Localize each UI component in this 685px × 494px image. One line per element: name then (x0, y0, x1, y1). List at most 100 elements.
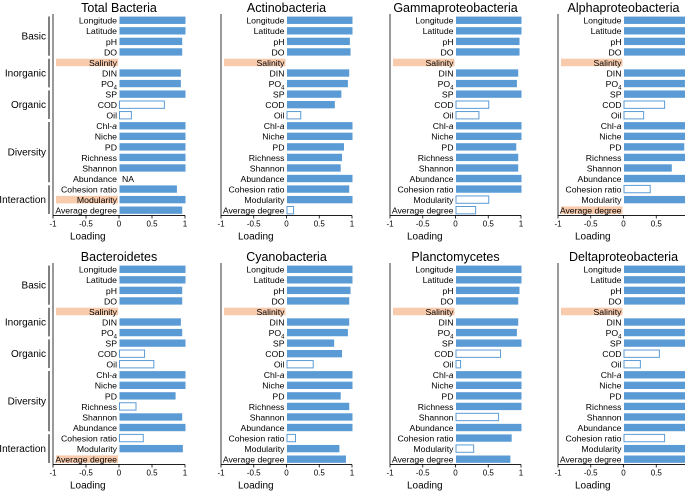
highlight-band (393, 58, 455, 67)
row-label: Modularity (77, 444, 118, 454)
row-label: DIN (270, 317, 285, 327)
x-tick-label: 0 (284, 219, 289, 228)
bar (286, 111, 302, 120)
panel-3: LongitudeLatitudepHDOSalinityDINPO4SPCOD… (386, 1, 523, 242)
row-label: Chl-a (96, 370, 117, 380)
row-label: Latitude (591, 275, 622, 285)
bar (455, 360, 462, 369)
bar (119, 392, 176, 400)
row-label: Cohesion ratio (61, 184, 117, 194)
bar (119, 297, 183, 305)
row-label: DIN (439, 68, 454, 78)
row-label: Cohesion ratio (228, 184, 284, 194)
panel-title: Cyanobacteria (246, 250, 327, 264)
row-label: DO (104, 296, 117, 306)
row-label: Modularity (244, 444, 285, 454)
row-label: PD (105, 391, 117, 401)
bar (624, 265, 685, 273)
row-label: Longitude (79, 265, 117, 275)
bar (286, 433, 297, 443)
bar (624, 392, 685, 400)
bar (455, 444, 475, 453)
panel-title: Deltaproteobacteria (569, 250, 678, 264)
row-label: Shannon (250, 163, 285, 173)
row-label: PD (272, 391, 284, 401)
row-label: Niche (262, 381, 284, 391)
row-label: Abundance (241, 423, 285, 433)
bar (624, 122, 685, 130)
row-label: Cohesion ratio (61, 433, 117, 443)
row-label: Shannon (419, 163, 454, 173)
row-label: Shannon (82, 163, 117, 173)
bar (624, 174, 685, 183)
bar (119, 318, 181, 326)
group-label: Interaction (0, 195, 46, 206)
bar (287, 423, 353, 432)
row-label: DO (440, 47, 453, 57)
row-label: PO4 (269, 328, 286, 341)
bar (624, 423, 685, 432)
row-label: Chl-a (433, 121, 454, 131)
row-label: Latitude (254, 275, 285, 285)
row-label: pH (442, 286, 453, 296)
bar (287, 69, 350, 77)
row-label: Richness (81, 402, 117, 412)
row-label: Chl-a (96, 121, 117, 131)
row-label: Cohesion ratio (397, 184, 453, 194)
x-tick-label: 1 (183, 219, 188, 228)
row-label: SP (105, 90, 117, 100)
row-label: Niche (95, 381, 117, 391)
row-label: Richness (249, 153, 285, 163)
x-tick-label: 1 (519, 219, 524, 228)
x-tick-label: -1 (217, 219, 225, 228)
row-label: SP (442, 90, 454, 100)
bar (624, 143, 685, 151)
row-label: Average degree (55, 206, 117, 216)
group-label: Basic (22, 281, 46, 292)
bar (287, 455, 346, 463)
x-tick-label: -1 (386, 219, 394, 228)
row-label: Oil (443, 111, 454, 121)
highlight-band (56, 58, 118, 67)
bar (623, 433, 666, 443)
row-label: SP (442, 339, 454, 349)
bar (456, 339, 522, 347)
row-label: Modularity (581, 195, 622, 205)
row-label: Longitude (246, 16, 284, 26)
bar (624, 16, 685, 24)
row-label: Oil (274, 360, 285, 370)
highlight-band (56, 307, 118, 316)
row-label: COD (434, 100, 453, 110)
bar (624, 328, 685, 337)
panel-1: LongitudeLatitudepHDOSalinityDINPO4SPCOD… (0, 1, 188, 242)
bar (624, 276, 685, 284)
row-label: PO4 (438, 79, 455, 92)
row-label: SP (105, 339, 117, 349)
bar (287, 371, 353, 379)
x-tick-label: 0.5 (146, 219, 158, 228)
x-tick-label: 0 (453, 468, 458, 477)
bar (119, 79, 181, 88)
x-tick-label: -1 (554, 219, 562, 228)
row-label: PD (272, 142, 284, 152)
row-label: Richness (81, 153, 117, 163)
highlight-band (224, 307, 286, 316)
row-label: PO4 (606, 328, 623, 341)
bar (119, 339, 186, 347)
row-label: Salinity (89, 307, 118, 317)
highlight-band (56, 455, 118, 463)
x-tick-label: 0.5 (651, 219, 663, 228)
bar (623, 100, 666, 109)
bar (119, 276, 186, 284)
row-label: Niche (599, 381, 621, 391)
row-label: DIN (102, 68, 117, 78)
bar (456, 122, 522, 130)
bar (119, 381, 186, 389)
bar (287, 318, 350, 326)
bar (119, 122, 186, 130)
row-label: DIN (607, 317, 622, 327)
bar (455, 195, 490, 204)
row-label: Average degree (560, 455, 622, 465)
row-label: Richness (586, 153, 622, 163)
